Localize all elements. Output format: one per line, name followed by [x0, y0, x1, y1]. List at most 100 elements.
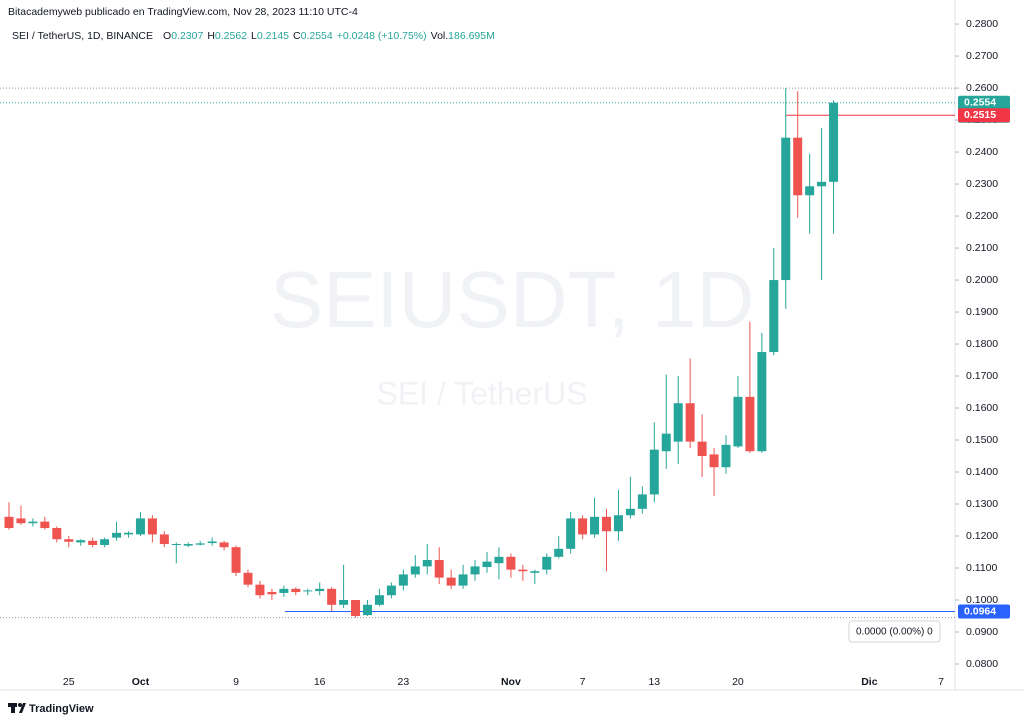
- y-tick-label: 0.1200: [966, 530, 998, 542]
- candle-body: [590, 516, 600, 535]
- x-tick-label: 25: [63, 676, 75, 688]
- candle-body: [243, 572, 253, 585]
- candle-body: [673, 403, 683, 442]
- candle-body: [649, 449, 659, 495]
- symbol: SEI / TetherUS, 1D, BINANCE: [12, 30, 153, 42]
- x-tick-label: 7: [938, 676, 944, 688]
- candle-body: [625, 508, 635, 516]
- candle-body: [661, 433, 671, 452]
- candle-body: [697, 441, 707, 457]
- candle-body: [518, 569, 528, 572]
- y-tick-label: 0.2700: [966, 50, 998, 62]
- candle-body: [446, 577, 456, 586]
- logo-mark: [11, 703, 15, 713]
- candle-body: [112, 532, 122, 538]
- y-tick-label: 0.1000: [966, 594, 998, 606]
- y-tick-label: 0.2600: [966, 82, 998, 94]
- candle-body: [554, 548, 564, 557]
- candle-body: [769, 280, 779, 353]
- candle-body: [135, 518, 145, 535]
- ohlc-value: 0.2307: [171, 30, 203, 42]
- candle-body: [745, 396, 755, 452]
- candle-body: [219, 542, 229, 548]
- candle-body: [339, 600, 349, 605]
- y-tick-label: 0.2800: [966, 18, 998, 30]
- ohlc-label: C: [293, 30, 301, 42]
- candle-body: [315, 588, 325, 592]
- candle-body: [159, 534, 169, 545]
- candle-body: [4, 516, 14, 529]
- annotation: 0.0000 (0.00%) 0: [856, 627, 933, 638]
- candle-body: [207, 541, 217, 544]
- y-tick-label: 0.1800: [966, 338, 998, 350]
- x-tick-label: 7: [580, 676, 586, 688]
- x-tick-label: Nov: [501, 676, 521, 688]
- candle-body: [255, 584, 265, 596]
- y-tick-label: 0.2300: [966, 178, 998, 190]
- candle-body: [52, 528, 62, 540]
- logo-mark: [18, 703, 22, 707]
- ohlc-value: 0.2562: [215, 30, 247, 42]
- candle-body: [76, 540, 86, 543]
- publisher: Bitacademyweb publicado en TradingView.c…: [8, 6, 358, 18]
- candle-body: [291, 588, 301, 593]
- candle-body: [530, 571, 540, 573]
- volume-label: Vol.: [431, 30, 449, 42]
- y-tick-label: 0.1100: [966, 562, 997, 574]
- price-label-box: [958, 604, 1010, 619]
- candle-body: [793, 137, 803, 196]
- logo: [8, 703, 26, 713]
- x-tick-label: 16: [314, 676, 326, 688]
- y-tick-label: 0.2000: [966, 274, 998, 286]
- candle-body: [817, 181, 827, 187]
- y-tick-label: 0.2100: [966, 242, 998, 254]
- candle-body: [40, 521, 50, 529]
- candle-body: [351, 600, 361, 617]
- x-tick-label: 9: [233, 676, 239, 688]
- candle-body: [363, 604, 372, 616]
- y-tick-label: 0.1900: [966, 306, 998, 318]
- candle-body: [470, 566, 480, 575]
- y-tick-label: 0.1300: [966, 498, 998, 510]
- y-tick-label: 0.1400: [966, 466, 998, 478]
- price-label: 0.0964: [964, 605, 996, 617]
- ohlc-value: 0.2145: [257, 30, 289, 42]
- y-tick-label: 0.0800: [966, 658, 998, 670]
- candle-body: [482, 561, 492, 568]
- price-label-box: [958, 108, 1010, 123]
- x-tick-label: Dic: [861, 676, 878, 688]
- candle-body: [805, 186, 815, 196]
- candle-body: [709, 454, 719, 468]
- candle-body: [829, 102, 839, 182]
- candle-body: [88, 540, 98, 545]
- ohlc-label: O: [163, 30, 171, 42]
- candle-body: [434, 560, 444, 578]
- candle-body: [422, 560, 432, 567]
- candle-body: [398, 574, 408, 586]
- candle-body: [100, 539, 110, 545]
- ohlc-value: 0.2554: [301, 30, 333, 42]
- candle-body: [410, 566, 420, 575]
- x-tick-label: 20: [732, 676, 744, 688]
- candle-body: [542, 556, 552, 570]
- candle-body: [231, 547, 241, 573]
- candle-body: [781, 137, 791, 281]
- candle-body: [195, 543, 205, 545]
- x-tick-label: 23: [398, 676, 410, 688]
- candle-body: [733, 396, 743, 447]
- candle-body: [566, 518, 576, 549]
- candle-body: [637, 494, 647, 509]
- candle-body: [64, 539, 74, 542]
- candle-body: [16, 518, 26, 524]
- candle-body: [147, 518, 157, 535]
- footer: TradingView: [29, 703, 94, 715]
- ohlc-label: L: [251, 30, 257, 42]
- candle-body: [506, 556, 516, 570]
- candle-body: [124, 532, 133, 535]
- y-tick-label: 0.1500: [966, 434, 998, 446]
- candle-body: [494, 556, 504, 564]
- x-tick-label: 13: [648, 676, 660, 688]
- candle-body: [183, 544, 193, 546]
- price-label: 0.2554: [964, 97, 996, 109]
